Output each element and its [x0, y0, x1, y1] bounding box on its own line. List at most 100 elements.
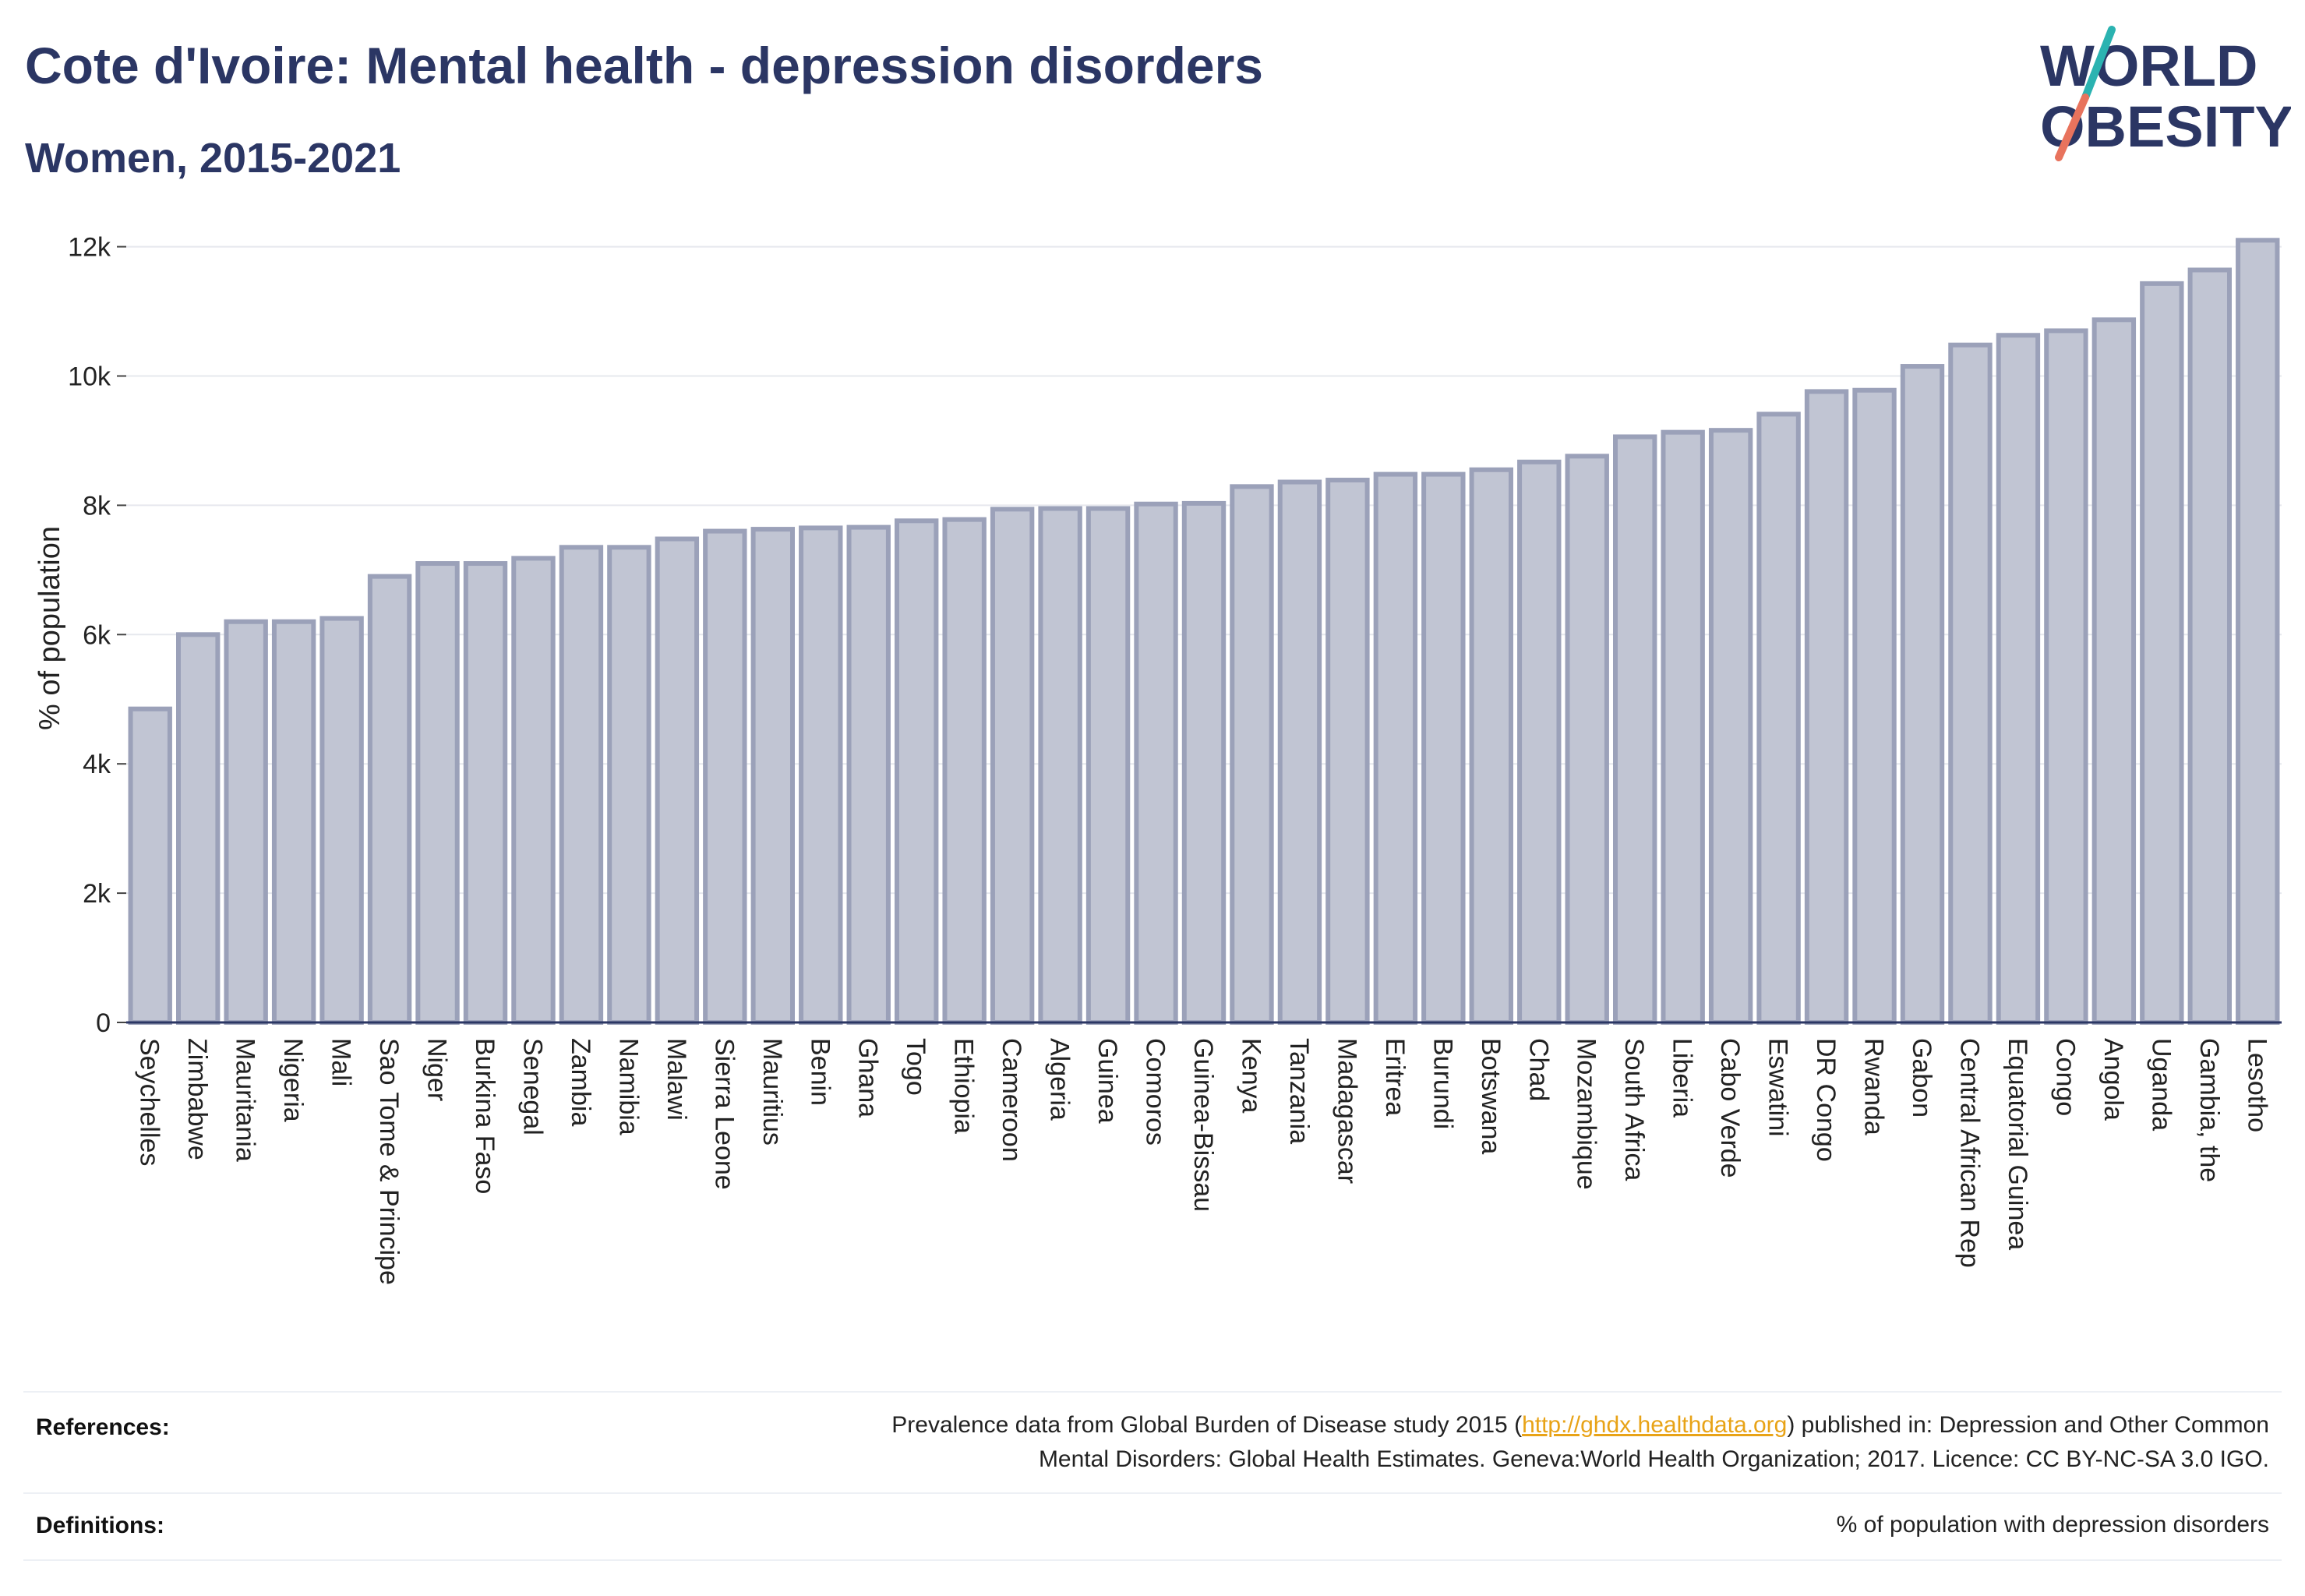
x-tick-label: Sierra Leone	[709, 1038, 739, 1190]
x-tick-label: Burundi	[1428, 1038, 1457, 1129]
x-tick-label: Angola	[2099, 1038, 2128, 1121]
x-tick-label: Gabon	[1907, 1038, 1936, 1118]
x-tick-label: Zambia	[566, 1038, 595, 1126]
y-tick-label: 10k	[68, 362, 111, 391]
bar	[367, 574, 412, 1025]
chart-title: Cote d'Ivoire: Mental health - depressio…	[25, 37, 1263, 94]
definitions-label: Definitions:	[36, 1513, 164, 1538]
x-tick-label: Mauritania	[231, 1038, 260, 1162]
tick-labels: 0 2k 4k 6k 8k 10k 12k Seychelles Zimbabwe Maurita…	[34, 233, 2271, 1285]
x-tick-label: Guinea	[1092, 1038, 1122, 1124]
bar	[319, 616, 364, 1025]
bar	[846, 524, 891, 1025]
bars	[128, 238, 2280, 1026]
x-tick-label: Uganda	[2146, 1038, 2176, 1131]
logo-line1: WORLD	[2040, 34, 2258, 98]
bar	[1373, 471, 1418, 1026]
bar	[1708, 428, 1753, 1026]
bar	[1085, 506, 1131, 1026]
chart-subtitle: Women, 2015-2021	[25, 135, 401, 182]
x-tick-label: Botswana	[1476, 1038, 1505, 1154]
y-tick-label: 6k	[83, 620, 111, 650]
bar	[607, 545, 651, 1025]
references-label: References:	[36, 1414, 170, 1440]
references-text-after: ) published in: Depression and Other Com…	[1787, 1412, 2269, 1438]
x-tick-label: Zimbabwe	[182, 1038, 212, 1160]
x-tick-label: Guinea-Bissau	[1188, 1038, 1218, 1212]
bar	[894, 518, 939, 1025]
references-text: Prevalence data from Global Burden of Di…	[555, 1408, 2269, 1477]
x-tick-label: Central African Rep	[1954, 1038, 1984, 1268]
bar	[1230, 484, 1274, 1025]
bar	[2236, 238, 2280, 1025]
x-tick-label: Ghana	[853, 1038, 883, 1118]
y-tick-label: 4k	[83, 750, 111, 779]
y-tick-label: 12k	[68, 233, 111, 263]
bar	[799, 525, 843, 1026]
x-tick-label: Malawi	[662, 1038, 691, 1121]
bar-chart: 0 2k 4k 6k 8k 10k 12k Seychelles Zimbabwe Maurita…	[34, 233, 2282, 1285]
x-tick-label: Cabo Verde	[1715, 1038, 1745, 1178]
x-tick-label: Cameroon	[997, 1038, 1026, 1162]
bar	[1804, 389, 1849, 1025]
bar	[1038, 506, 1082, 1026]
x-tick-label: Mauritius	[757, 1038, 787, 1146]
bar	[1852, 387, 1897, 1026]
bar	[175, 632, 221, 1026]
bar	[2187, 267, 2233, 1026]
definitions-text: % of population with depression disorder…	[1836, 1512, 2269, 1538]
x-tick-label: Seychelles	[135, 1038, 164, 1166]
bar	[1421, 471, 1466, 1026]
bar	[271, 619, 316, 1025]
axes	[117, 245, 2282, 1024]
logo-slash-bottom	[2055, 94, 2089, 161]
x-tick-label: Burkina Faso	[470, 1038, 499, 1194]
y-tick-label: 2k	[83, 879, 111, 909]
x-tick-label: Liberia	[1668, 1038, 1697, 1118]
x-tick-label: Ethiopia	[949, 1038, 979, 1134]
bar	[990, 507, 1035, 1025]
bar	[1277, 479, 1322, 1026]
references-line-2: Mental Disorders: Global Health Estimate…	[1038, 1446, 2269, 1472]
x-tick-label: Lesotho	[2242, 1038, 2271, 1132]
y-axis-label: % of population	[34, 526, 66, 730]
x-tick-label: Namibia	[613, 1038, 643, 1135]
bar	[1565, 454, 1609, 1025]
x-tick-label: Benin	[805, 1038, 835, 1106]
x-tick-label: Sao Tome & Principe	[374, 1038, 404, 1285]
bar	[2091, 317, 2137, 1025]
bar	[1612, 434, 1657, 1025]
world-obesity-logo-icon: WORLD OBESITY	[2040, 26, 2291, 161]
logo-slash-top	[2081, 26, 2116, 101]
bar	[1661, 429, 1705, 1026]
bar	[1134, 501, 1178, 1025]
x-tick-label: DR Congo	[1811, 1038, 1841, 1162]
x-tick-label: Mali	[327, 1038, 356, 1086]
bar	[1517, 459, 1562, 1025]
bar	[1756, 411, 1801, 1025]
x-tick-label: Chad	[1523, 1038, 1553, 1101]
x-tick-label: Rwanda	[1859, 1038, 1889, 1135]
references-row: References: Prevalence data from Global …	[23, 1391, 2282, 1494]
x-tick-label: Comoros	[1141, 1038, 1170, 1146]
bar	[415, 561, 460, 1025]
x-tick-label: Algeria	[1045, 1038, 1075, 1121]
x-tick-label: Senegal	[517, 1038, 547, 1135]
references-line-1: Prevalence data from Global Burden of Di…	[555, 1408, 2269, 1442]
bar	[1996, 333, 2041, 1025]
x-tick-label: Mozambique	[1572, 1038, 1601, 1190]
definitions-row: Definitions: % of population with depres…	[23, 1492, 2282, 1561]
bar	[2140, 281, 2184, 1025]
bar	[2044, 328, 2088, 1026]
x-tick-label: Madagascar	[1332, 1038, 1361, 1184]
y-tick-label: 0	[96, 1008, 111, 1038]
bar	[1948, 342, 1993, 1025]
x-tick-label: Gambia, the	[2194, 1038, 2224, 1182]
x-tick-label: Togo	[901, 1038, 930, 1096]
x-tick-label: Kenya	[1236, 1038, 1265, 1113]
bar	[224, 619, 268, 1025]
x-tick-label: South Africa	[1619, 1038, 1649, 1181]
x-tick-label: Congo	[2050, 1038, 2080, 1116]
bar	[1900, 364, 1945, 1025]
references-link[interactable]: http://ghdx.healthdata.org	[1522, 1412, 1788, 1438]
